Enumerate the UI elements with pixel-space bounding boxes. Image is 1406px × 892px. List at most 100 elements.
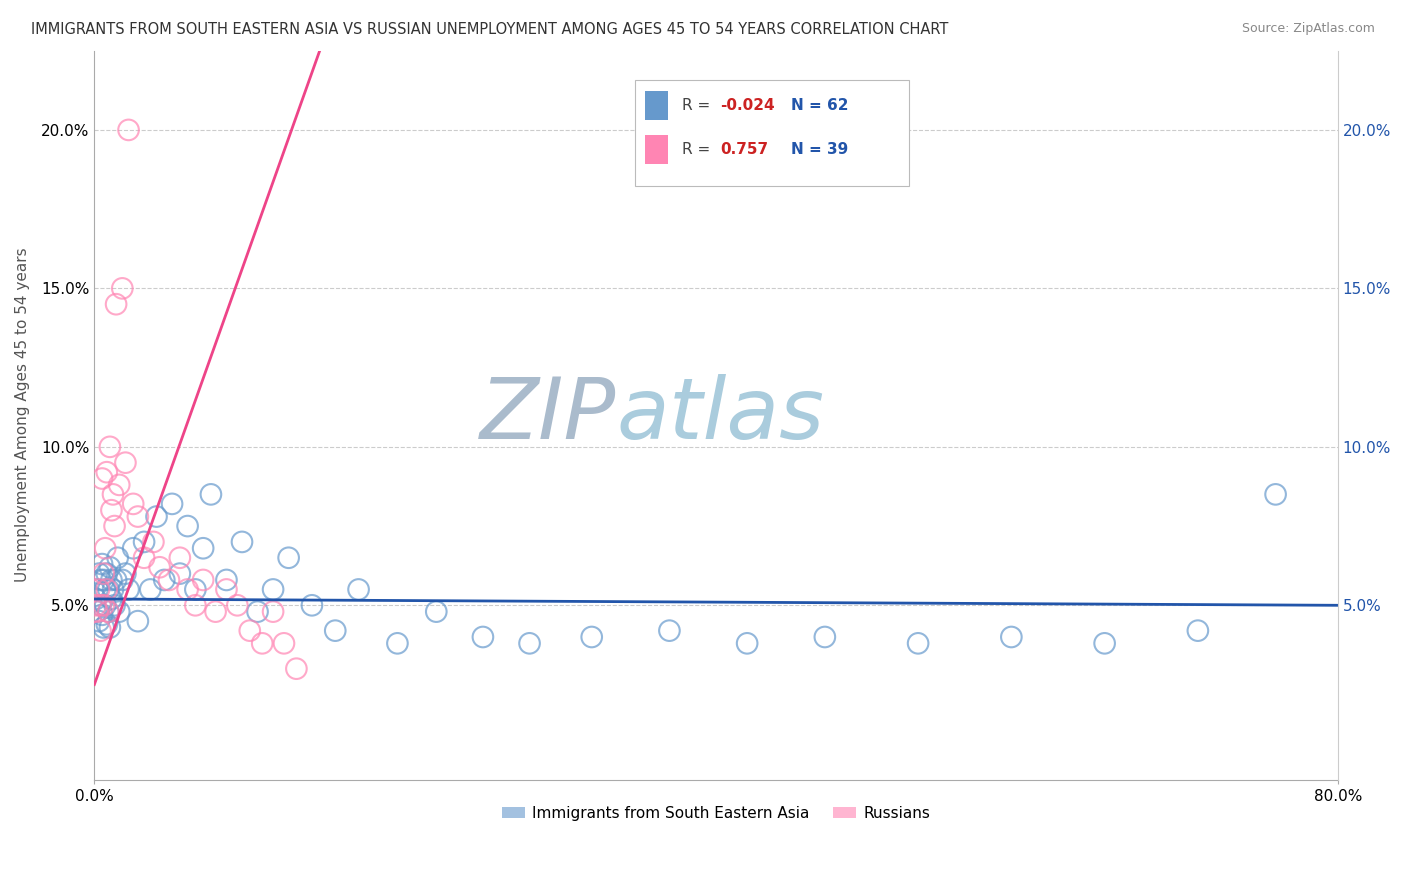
Point <box>97 605 120 619</box>
Y-axis label: Unemployment Among Ages 45 to 54 years: Unemployment Among Ages 45 to 54 years <box>15 248 30 582</box>
Point <box>1264 487 1286 501</box>
Point <box>91 471 114 485</box>
Point <box>277 550 299 565</box>
Point <box>87 614 110 628</box>
Point <box>323 624 346 638</box>
Point <box>191 573 214 587</box>
Point <box>581 630 603 644</box>
Point <box>107 550 129 565</box>
Point <box>96 617 118 632</box>
Point <box>87 582 110 597</box>
Point <box>142 535 165 549</box>
Point <box>100 573 122 587</box>
Point <box>98 620 121 634</box>
Point <box>132 550 155 565</box>
FancyBboxPatch shape <box>645 91 668 120</box>
Point <box>347 582 370 597</box>
Text: R =: R = <box>682 142 716 157</box>
Point <box>105 573 128 587</box>
Point <box>117 123 139 137</box>
Point <box>200 487 222 501</box>
Point <box>96 465 118 479</box>
Point <box>191 541 214 556</box>
Point <box>87 566 110 581</box>
Point <box>90 599 112 613</box>
Point <box>169 566 191 581</box>
Point <box>471 630 494 644</box>
Point <box>94 541 117 556</box>
Point <box>153 573 176 587</box>
Point <box>215 582 238 597</box>
Point <box>1094 636 1116 650</box>
Point <box>250 636 273 650</box>
Text: N = 62: N = 62 <box>790 98 848 113</box>
Point <box>658 624 681 638</box>
Point <box>139 582 162 597</box>
Point <box>117 582 139 597</box>
Point <box>84 599 107 613</box>
Point <box>184 599 207 613</box>
Point <box>246 605 269 619</box>
Point <box>98 560 121 574</box>
Point <box>204 605 226 619</box>
Point <box>231 535 253 549</box>
Point <box>160 497 183 511</box>
Point <box>215 573 238 587</box>
Point <box>122 497 145 511</box>
Point <box>814 630 837 644</box>
Text: atlas: atlas <box>617 374 824 457</box>
Point <box>735 636 758 650</box>
Point <box>239 624 262 638</box>
Point <box>96 582 118 597</box>
Point <box>262 582 284 597</box>
Text: IMMIGRANTS FROM SOUTH EASTERN ASIA VS RUSSIAN UNEMPLOYMENT AMONG AGES 45 TO 54 Y: IMMIGRANTS FROM SOUTH EASTERN ASIA VS RU… <box>31 22 948 37</box>
Point <box>91 607 114 622</box>
Point <box>184 582 207 597</box>
Point <box>176 582 198 597</box>
Point <box>86 582 108 597</box>
Point <box>301 599 323 613</box>
Point <box>262 605 284 619</box>
Point <box>97 605 120 619</box>
Point <box>86 605 108 619</box>
Point <box>93 599 115 613</box>
Point <box>1000 630 1022 644</box>
Legend: Immigrants from South Eastern Asia, Russians: Immigrants from South Eastern Asia, Russ… <box>496 799 936 827</box>
Point <box>100 503 122 517</box>
Point <box>127 614 149 628</box>
Point <box>111 573 134 587</box>
Text: Source: ZipAtlas.com: Source: ZipAtlas.com <box>1241 22 1375 36</box>
Point <box>157 573 180 587</box>
Point <box>100 591 122 606</box>
Point <box>98 440 121 454</box>
Point <box>387 636 409 650</box>
Point <box>93 566 115 581</box>
Point <box>105 297 128 311</box>
Point <box>114 566 136 581</box>
Point <box>86 605 108 619</box>
Point <box>84 591 107 606</box>
Point <box>169 550 191 565</box>
Point <box>90 624 112 638</box>
Point <box>273 636 295 650</box>
Point <box>519 636 541 650</box>
Text: R =: R = <box>682 98 716 113</box>
Point <box>907 636 929 650</box>
Point <box>285 662 308 676</box>
Point <box>176 519 198 533</box>
Point <box>1187 624 1209 638</box>
Point <box>91 557 114 571</box>
Point <box>93 620 115 634</box>
Point <box>103 519 125 533</box>
Point <box>93 573 115 587</box>
Point <box>94 582 117 597</box>
Point <box>101 582 124 597</box>
Point <box>149 560 172 574</box>
Point <box>108 605 131 619</box>
Point <box>122 541 145 556</box>
Point <box>108 478 131 492</box>
Point <box>101 487 124 501</box>
Point <box>97 582 120 597</box>
Point <box>425 605 447 619</box>
Point <box>127 509 149 524</box>
